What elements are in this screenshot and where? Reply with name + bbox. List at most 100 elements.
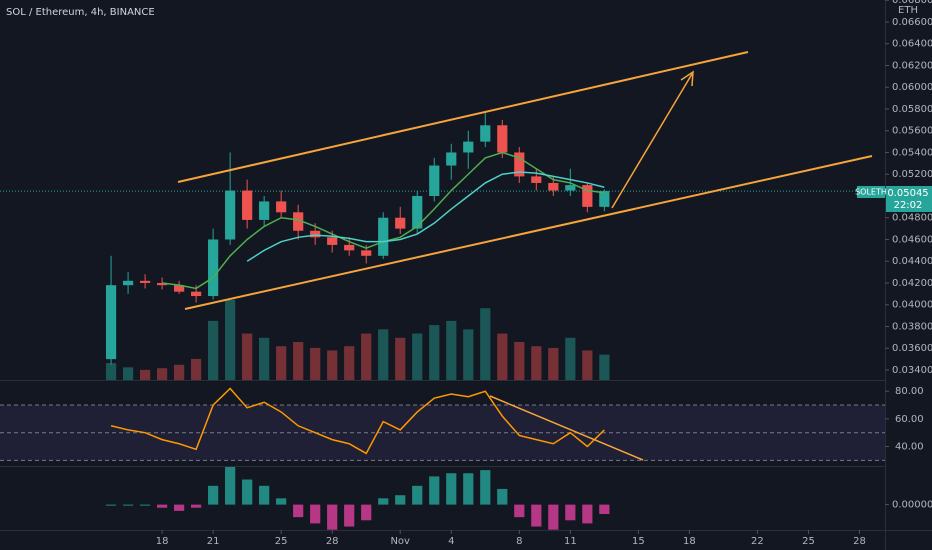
candle-body (344, 244, 355, 251)
candle-body (395, 217, 406, 229)
macd-bar (463, 473, 474, 505)
macd-bar (225, 467, 236, 505)
candle-body (565, 185, 576, 191)
rsi-trendline (489, 395, 644, 461)
candle-body (361, 250, 372, 256)
volume-bar (599, 354, 610, 380)
x-tick-label: 21 (207, 536, 220, 547)
macd-bar (497, 488, 508, 505)
candle-body (242, 190, 253, 220)
macd-bar (191, 504, 202, 508)
symbol-tag (857, 186, 885, 198)
y-tick-label: 0.05800 (892, 104, 932, 115)
volume-bar (310, 347, 321, 380)
symbol-label: SOLETH (855, 188, 887, 197)
candle-body (293, 212, 304, 231)
x-tick-label: 15 (632, 536, 645, 547)
candle-body (191, 291, 202, 297)
y-tick-label: 0.06200 (892, 60, 932, 71)
macd-bar (122, 504, 134, 506)
x-tick-label: 28 (853, 536, 866, 547)
y-tick-label: 0.06600 (892, 17, 932, 28)
y-tick-label: 0.03800 (892, 321, 932, 332)
macd-bar (156, 504, 168, 508)
rsi-line (110, 387, 605, 455)
axis-unit: ETH (898, 5, 918, 16)
y-tick-label: 0.05600 (892, 126, 932, 137)
candle-body (259, 201, 270, 220)
macd-bar (310, 504, 321, 524)
macd-bar (599, 504, 610, 515)
candle-body (208, 239, 219, 297)
moving-average (246, 171, 605, 262)
volume-bar (361, 333, 372, 380)
y-tick-label: 0.06400 (892, 39, 932, 50)
candle-body (514, 152, 525, 177)
candle-body (276, 201, 287, 213)
candle-body (105, 285, 117, 360)
macd-bar (293, 504, 304, 518)
x-tick-label: 11 (564, 536, 577, 547)
volume-bar (463, 329, 474, 380)
macd-bar (412, 485, 423, 505)
x-tick-label: 18 (156, 536, 169, 547)
candle-body (582, 185, 593, 207)
macd-bar (276, 498, 287, 505)
macd-bar (105, 504, 117, 506)
x-tick-label: Nov (390, 536, 410, 547)
volume-bar (412, 333, 423, 380)
y-tick-label: 0.05200 (892, 169, 932, 180)
y-tick-label: 0.03400 (892, 365, 932, 376)
volume-bar (429, 325, 440, 380)
volume-bar (276, 346, 287, 380)
y-tick-label: 0.06000 (892, 82, 932, 93)
x-tick-label: 28 (326, 536, 339, 547)
channel-lower (184, 155, 873, 310)
candle-body (599, 191, 610, 207)
macd-bar (395, 495, 406, 505)
last-price: 0.05045 (887, 188, 928, 199)
rsi-tick-label: 80.00 (895, 386, 924, 397)
macd-bar (259, 485, 270, 505)
rsi-tick-label: 40.00 (895, 442, 924, 453)
volume-bar (446, 320, 457, 380)
macd-bar (242, 479, 253, 505)
channel-upper (177, 51, 749, 183)
macd-bar (378, 498, 389, 505)
macd-bar (548, 504, 559, 530)
candle-body (378, 217, 389, 256)
volume-bar (225, 299, 236, 380)
macd-bar (514, 504, 525, 518)
volume-bar (208, 320, 219, 380)
candle-body (548, 182, 559, 191)
candle-body (156, 282, 168, 286)
macd-bar (174, 504, 185, 511)
macd-bar (361, 504, 372, 521)
candle-body (446, 152, 457, 166)
volume-bar (480, 308, 491, 380)
volume-bar (395, 337, 406, 380)
volume-bar (514, 342, 525, 380)
volume-bar (497, 333, 508, 380)
volume-bar (327, 350, 338, 380)
y-tick-label: 0.04000 (892, 300, 932, 311)
arrow-head (680, 70, 694, 87)
volume-bar (344, 346, 355, 380)
volume-bar (548, 347, 559, 380)
macd-bar (531, 504, 542, 527)
drawings (177, 51, 873, 461)
macd-bar (139, 504, 151, 506)
macd-bar (446, 473, 457, 505)
macd-bar (480, 470, 491, 505)
candle-body (310, 230, 321, 238)
y-tick-label: 0.04400 (892, 256, 932, 267)
volume-bar (378, 329, 389, 380)
rsi-tick-label: 60.00 (895, 414, 924, 425)
macd-bar (565, 504, 576, 521)
volume-bar (191, 358, 202, 380)
chart-title: SOL / Ethereum, 4h, BINANCE (6, 7, 155, 18)
candle-body (327, 237, 338, 245)
candle-body (122, 280, 134, 286)
